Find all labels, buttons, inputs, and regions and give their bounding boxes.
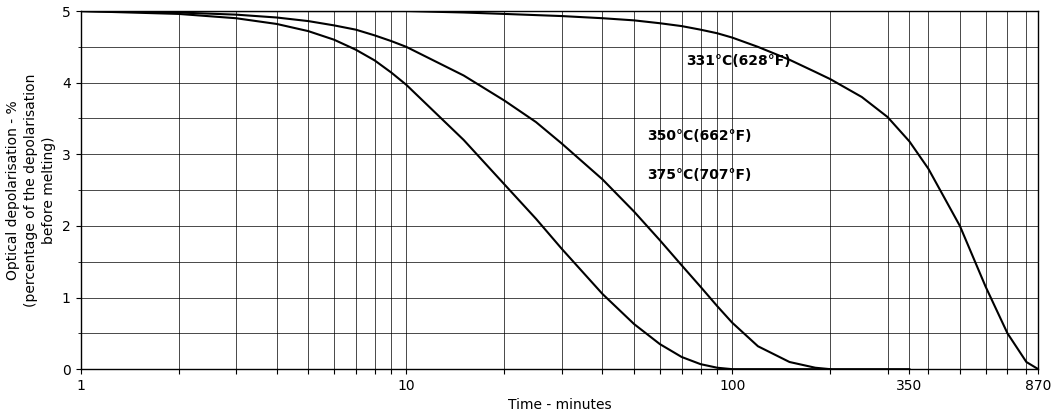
Y-axis label: Optical depolarisation - %
(percentage of the depolarisation
before melting): Optical depolarisation - % (percentage o… xyxy=(5,74,56,307)
X-axis label: Time - minutes: Time - minutes xyxy=(507,398,611,413)
Text: 331°C(628°F): 331°C(628°F) xyxy=(686,54,791,68)
Text: 375°C(707°F): 375°C(707°F) xyxy=(648,168,752,182)
Text: 350°C(662°F): 350°C(662°F) xyxy=(648,129,752,143)
